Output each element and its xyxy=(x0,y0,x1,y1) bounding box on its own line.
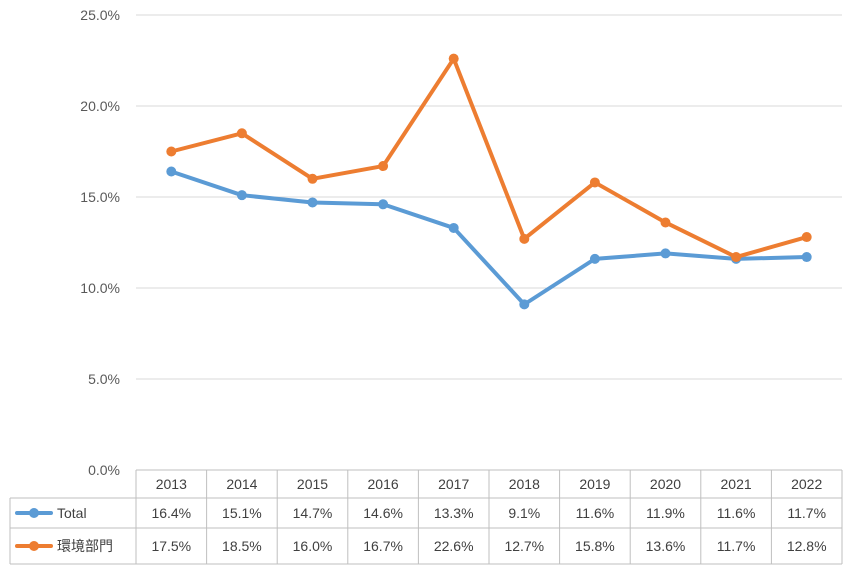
data-label: 16.4% xyxy=(151,505,191,521)
y-axis-tick-labels: 0.0% 5.0% 10.0% 15.0% 20.0% 25.0% xyxy=(80,7,120,478)
x-tick-label: 2016 xyxy=(368,476,399,492)
data-label: 18.5% xyxy=(222,538,262,554)
data-point xyxy=(448,53,459,64)
data-label: 9.1% xyxy=(508,505,540,521)
y-tick-label: 25.0% xyxy=(80,7,120,23)
data-label: 14.6% xyxy=(363,505,403,521)
data-label: 14.7% xyxy=(293,505,333,521)
data-point xyxy=(519,299,530,310)
data-label: 11.6% xyxy=(717,505,756,521)
data-label: 13.6% xyxy=(646,538,686,554)
legend-series-name: 環境部門 xyxy=(57,538,113,554)
data-label: 11.9% xyxy=(646,505,685,521)
data-point xyxy=(660,248,671,259)
y-tick-label: 20.0% xyxy=(80,98,120,114)
data-label: 16.7% xyxy=(363,538,403,554)
data-label: 22.6% xyxy=(434,538,474,554)
x-tick-label: 2020 xyxy=(650,476,681,492)
data-point xyxy=(378,161,389,172)
series-lines xyxy=(166,53,812,310)
data-point xyxy=(307,173,318,184)
x-tick-label: 2022 xyxy=(791,476,822,492)
data-point xyxy=(378,199,389,210)
data-point xyxy=(307,197,318,208)
legend-key-marker xyxy=(29,508,39,518)
x-tick-label: 2013 xyxy=(156,476,187,492)
data-label: 16.0% xyxy=(293,538,333,554)
legend-series-name: Total xyxy=(57,505,87,521)
data-point xyxy=(166,146,177,157)
series-1 xyxy=(166,53,812,263)
data-point xyxy=(519,233,530,244)
x-tick-label: 2018 xyxy=(509,476,540,492)
data-table: 2013 2014 2015 2016 2017 2018 2019 2020 2021 2022… xyxy=(9,469,843,565)
x-tick-label: 2021 xyxy=(721,476,752,492)
x-tick-label: 2017 xyxy=(438,476,469,492)
data-label: 13.3% xyxy=(434,505,474,521)
series-0 xyxy=(166,166,812,310)
data-label: 17.5% xyxy=(151,538,191,554)
x-tick-label: 2019 xyxy=(579,476,610,492)
data-point xyxy=(448,222,459,233)
data-label: 11.6% xyxy=(576,505,615,521)
data-label: 12.8% xyxy=(787,538,827,554)
y-tick-label: 15.0% xyxy=(80,189,120,205)
data-point xyxy=(236,190,247,201)
series-line xyxy=(169,169,809,307)
x-tick-label: 2014 xyxy=(226,476,257,492)
data-point xyxy=(801,252,812,263)
data-label: 11.7% xyxy=(717,538,756,554)
data-label: 15.1% xyxy=(222,505,262,521)
data-point xyxy=(801,232,812,243)
data-label: 15.8% xyxy=(575,538,615,554)
y-tick-label: 10.0% xyxy=(80,280,120,296)
data-point xyxy=(731,252,742,263)
data-point xyxy=(166,166,177,177)
series-line xyxy=(169,56,809,260)
y-tick-label: 0.0% xyxy=(88,462,120,478)
legend-key-marker xyxy=(29,541,39,551)
data-point xyxy=(236,128,247,139)
data-label: 11.7% xyxy=(787,505,826,521)
x-tick-label: 2015 xyxy=(297,476,328,492)
data-point xyxy=(589,253,600,264)
data-point xyxy=(589,177,600,188)
data-point xyxy=(660,217,671,228)
y-tick-label: 5.0% xyxy=(88,371,120,387)
data-label: 12.7% xyxy=(504,538,544,554)
